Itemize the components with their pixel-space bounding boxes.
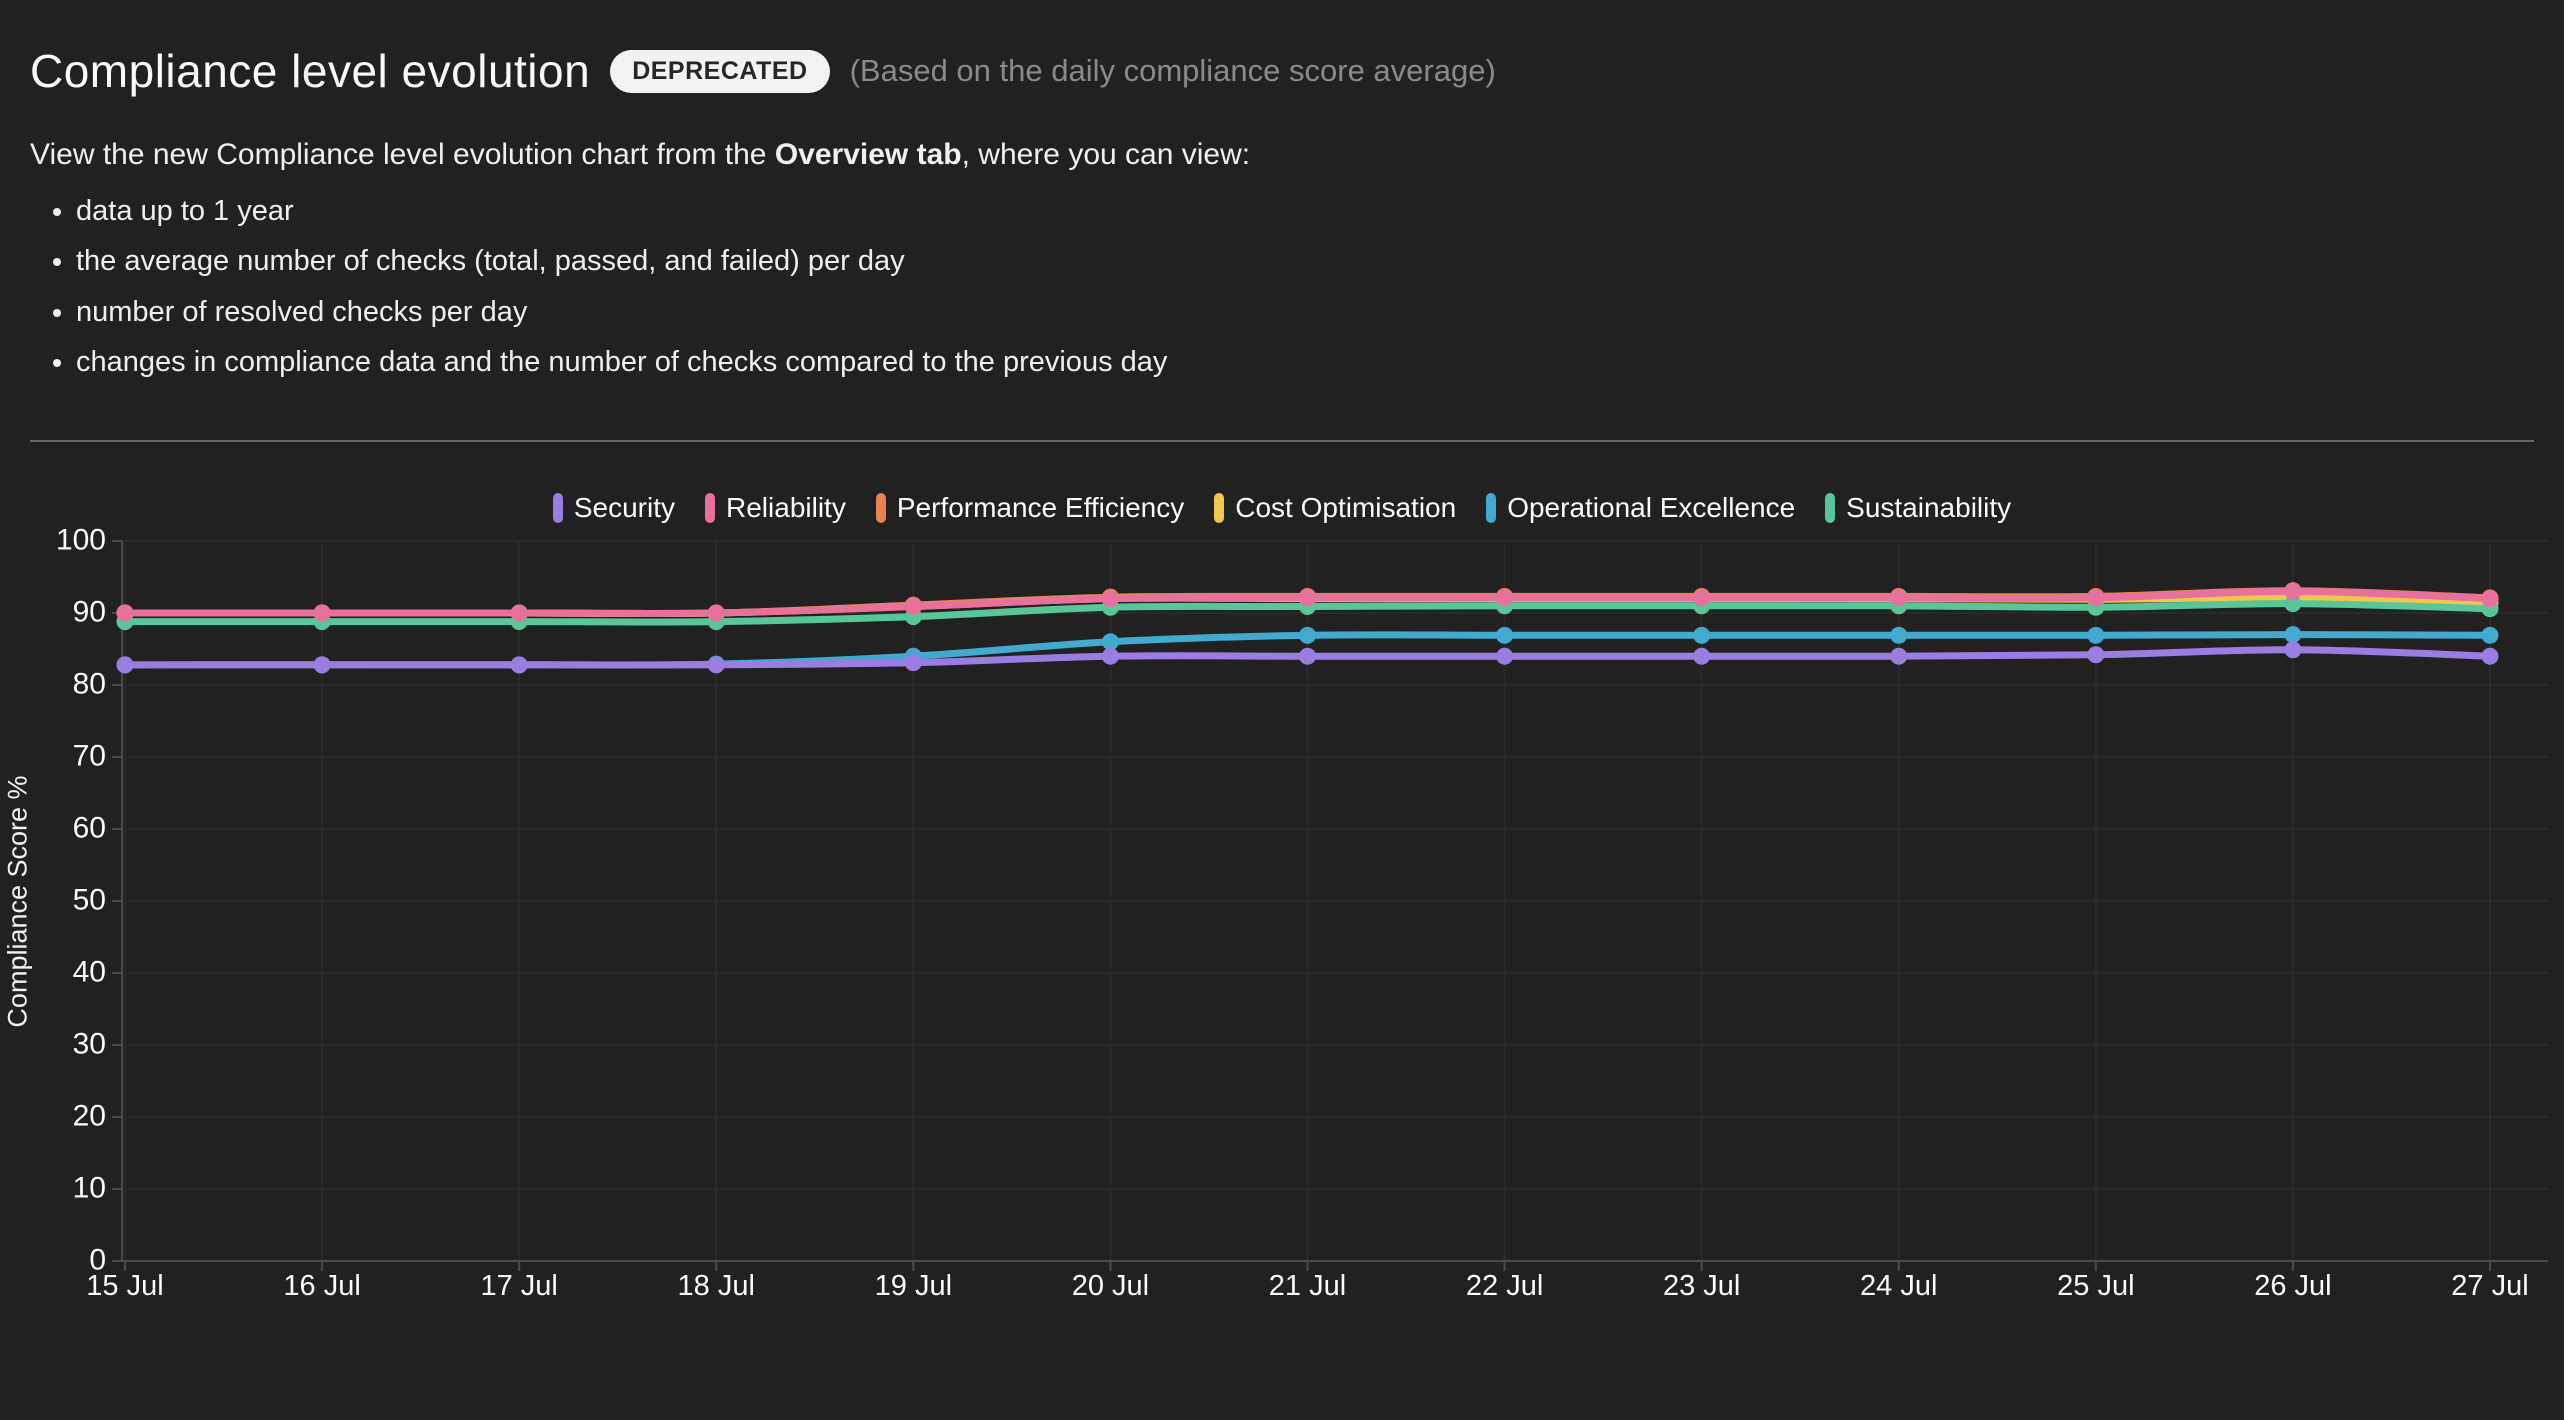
legend-label: Sustainability xyxy=(1846,492,2012,523)
data-point[interactable] xyxy=(313,604,331,622)
data-point[interactable] xyxy=(2284,626,2302,644)
legend-swatch-icon xyxy=(1825,493,1836,523)
legend-label: Performance Efficiency xyxy=(896,492,1185,523)
bullet-item: data up to 1 year xyxy=(76,196,1167,227)
y-tick-label: 70 xyxy=(72,739,106,773)
legend-label: Operational Excellence xyxy=(1507,492,1796,523)
legend-item-reliability[interactable]: Reliability xyxy=(705,492,846,524)
data-point[interactable] xyxy=(1299,647,1316,665)
data-point[interactable] xyxy=(1299,589,1316,607)
y-tick-label: 60 xyxy=(72,811,106,845)
y-tick-label: 40 xyxy=(72,955,106,989)
data-point[interactable] xyxy=(2481,647,2499,665)
x-tick-label: 17 Jul xyxy=(480,1270,558,1302)
data-point[interactable] xyxy=(2087,589,2105,607)
legend-item-cost-optimisation[interactable]: Cost Optimisation xyxy=(1214,492,1456,524)
data-point[interactable] xyxy=(510,604,528,622)
legend-swatch-icon xyxy=(552,493,563,523)
bullet-item: number of resolved checks per day xyxy=(76,296,1167,327)
y-tick-label: 50 xyxy=(72,883,106,917)
data-point[interactable] xyxy=(1693,626,1711,644)
description-text: View the new Compliance level evolution … xyxy=(30,138,1250,172)
deprecated-badge: DEPRECATED xyxy=(610,49,830,93)
x-tick-label: 20 Jul xyxy=(1071,1270,1150,1302)
x-tick-label: 15 Jul xyxy=(86,1270,164,1302)
x-tick-label: 22 Jul xyxy=(1465,1270,1544,1302)
chart-legend: Security Reliability Performance Efficienc… xyxy=(0,492,2564,524)
y-tick-label: 10 xyxy=(72,1171,106,1205)
data-point[interactable] xyxy=(1890,626,1908,644)
data-point[interactable] xyxy=(2284,595,2302,613)
data-point[interactable] xyxy=(2481,590,2499,608)
x-tick-label: 26 Jul xyxy=(2254,1270,2332,1302)
x-tick-label: 24 Jul xyxy=(1860,1270,1938,1302)
data-point[interactable] xyxy=(116,656,134,674)
legend-item-sustainability[interactable]: Sustainability xyxy=(1825,492,2011,524)
bullet-item: the average number of checks (total, pas… xyxy=(76,246,1167,277)
data-point[interactable] xyxy=(2087,646,2105,664)
page-title: Compliance level evolution xyxy=(30,45,591,97)
data-point[interactable] xyxy=(1496,626,1514,644)
data-point[interactable] xyxy=(904,598,922,616)
legend-label: Security xyxy=(573,492,676,523)
y-tick-label: 20 xyxy=(72,1099,106,1133)
legend-label: Reliability xyxy=(726,492,846,523)
legend-item-performance-efficiency[interactable]: Performance Efficiency xyxy=(875,492,1185,524)
data-point[interactable] xyxy=(707,656,725,674)
data-point[interactable] xyxy=(1693,589,1711,607)
data-point[interactable] xyxy=(116,604,134,622)
y-tick-label: 90 xyxy=(72,595,106,629)
chart-header: Compliance level evolution DEPRECATED (B… xyxy=(30,44,1496,98)
y-tick-label: 100 xyxy=(55,523,106,557)
data-point[interactable] xyxy=(1101,633,1119,651)
data-point[interactable] xyxy=(510,656,528,674)
legend-item-security[interactable]: Security xyxy=(552,492,676,524)
data-point[interactable] xyxy=(1890,647,1908,665)
data-point[interactable] xyxy=(2087,626,2105,644)
data-point[interactable] xyxy=(707,604,725,622)
data-point[interactable] xyxy=(1299,626,1316,644)
description-overview-tab: Overview tab xyxy=(774,138,962,171)
legend-swatch-icon xyxy=(1214,493,1225,523)
data-point[interactable] xyxy=(2284,582,2302,600)
legend-label: Cost Optimisation xyxy=(1235,492,1457,523)
data-point[interactable] xyxy=(1890,589,1908,607)
x-tick-label: 25 Jul xyxy=(2057,1270,2135,1302)
y-tick-label: 80 xyxy=(72,667,106,701)
bullet-item: changes in compliance data and the numbe… xyxy=(76,347,1167,378)
x-tick-label: 16 Jul xyxy=(283,1270,361,1302)
section-divider xyxy=(30,440,2534,442)
data-point[interactable] xyxy=(1693,647,1711,665)
x-tick-label: 19 Jul xyxy=(874,1270,953,1302)
feature-bullet-list: data up to 1 year the average number of c… xyxy=(42,196,1167,398)
legend-swatch-icon xyxy=(1486,493,1497,523)
x-tick-label: 21 Jul xyxy=(1268,1270,1347,1302)
data-point[interactable] xyxy=(1496,589,1514,607)
legend-item-operational-excellence[interactable]: Operational Excellence xyxy=(1486,492,1795,524)
data-point[interactable] xyxy=(1101,647,1119,665)
x-tick-label: 23 Jul xyxy=(1662,1270,1741,1302)
data-point[interactable] xyxy=(904,654,922,672)
description-prefix: View the new Compliance level evolution … xyxy=(30,138,775,171)
data-point[interactable] xyxy=(1496,647,1514,665)
x-tick-label: 27 Jul xyxy=(2451,1270,2529,1302)
x-tick-label: 18 Jul xyxy=(677,1270,755,1302)
data-point[interactable] xyxy=(2284,641,2302,659)
y-tick-label: 30 xyxy=(72,1027,106,1061)
y-tick-label: 0 xyxy=(89,1243,106,1277)
data-point[interactable] xyxy=(2481,626,2499,644)
data-point[interactable] xyxy=(313,656,331,674)
data-point[interactable] xyxy=(1101,590,1119,608)
page-subtitle: (Based on the daily compliance score ave… xyxy=(849,53,1496,88)
description-suffix: , where you can view: xyxy=(961,138,1251,171)
legend-swatch-icon xyxy=(875,493,886,523)
legend-swatch-icon xyxy=(705,493,716,523)
